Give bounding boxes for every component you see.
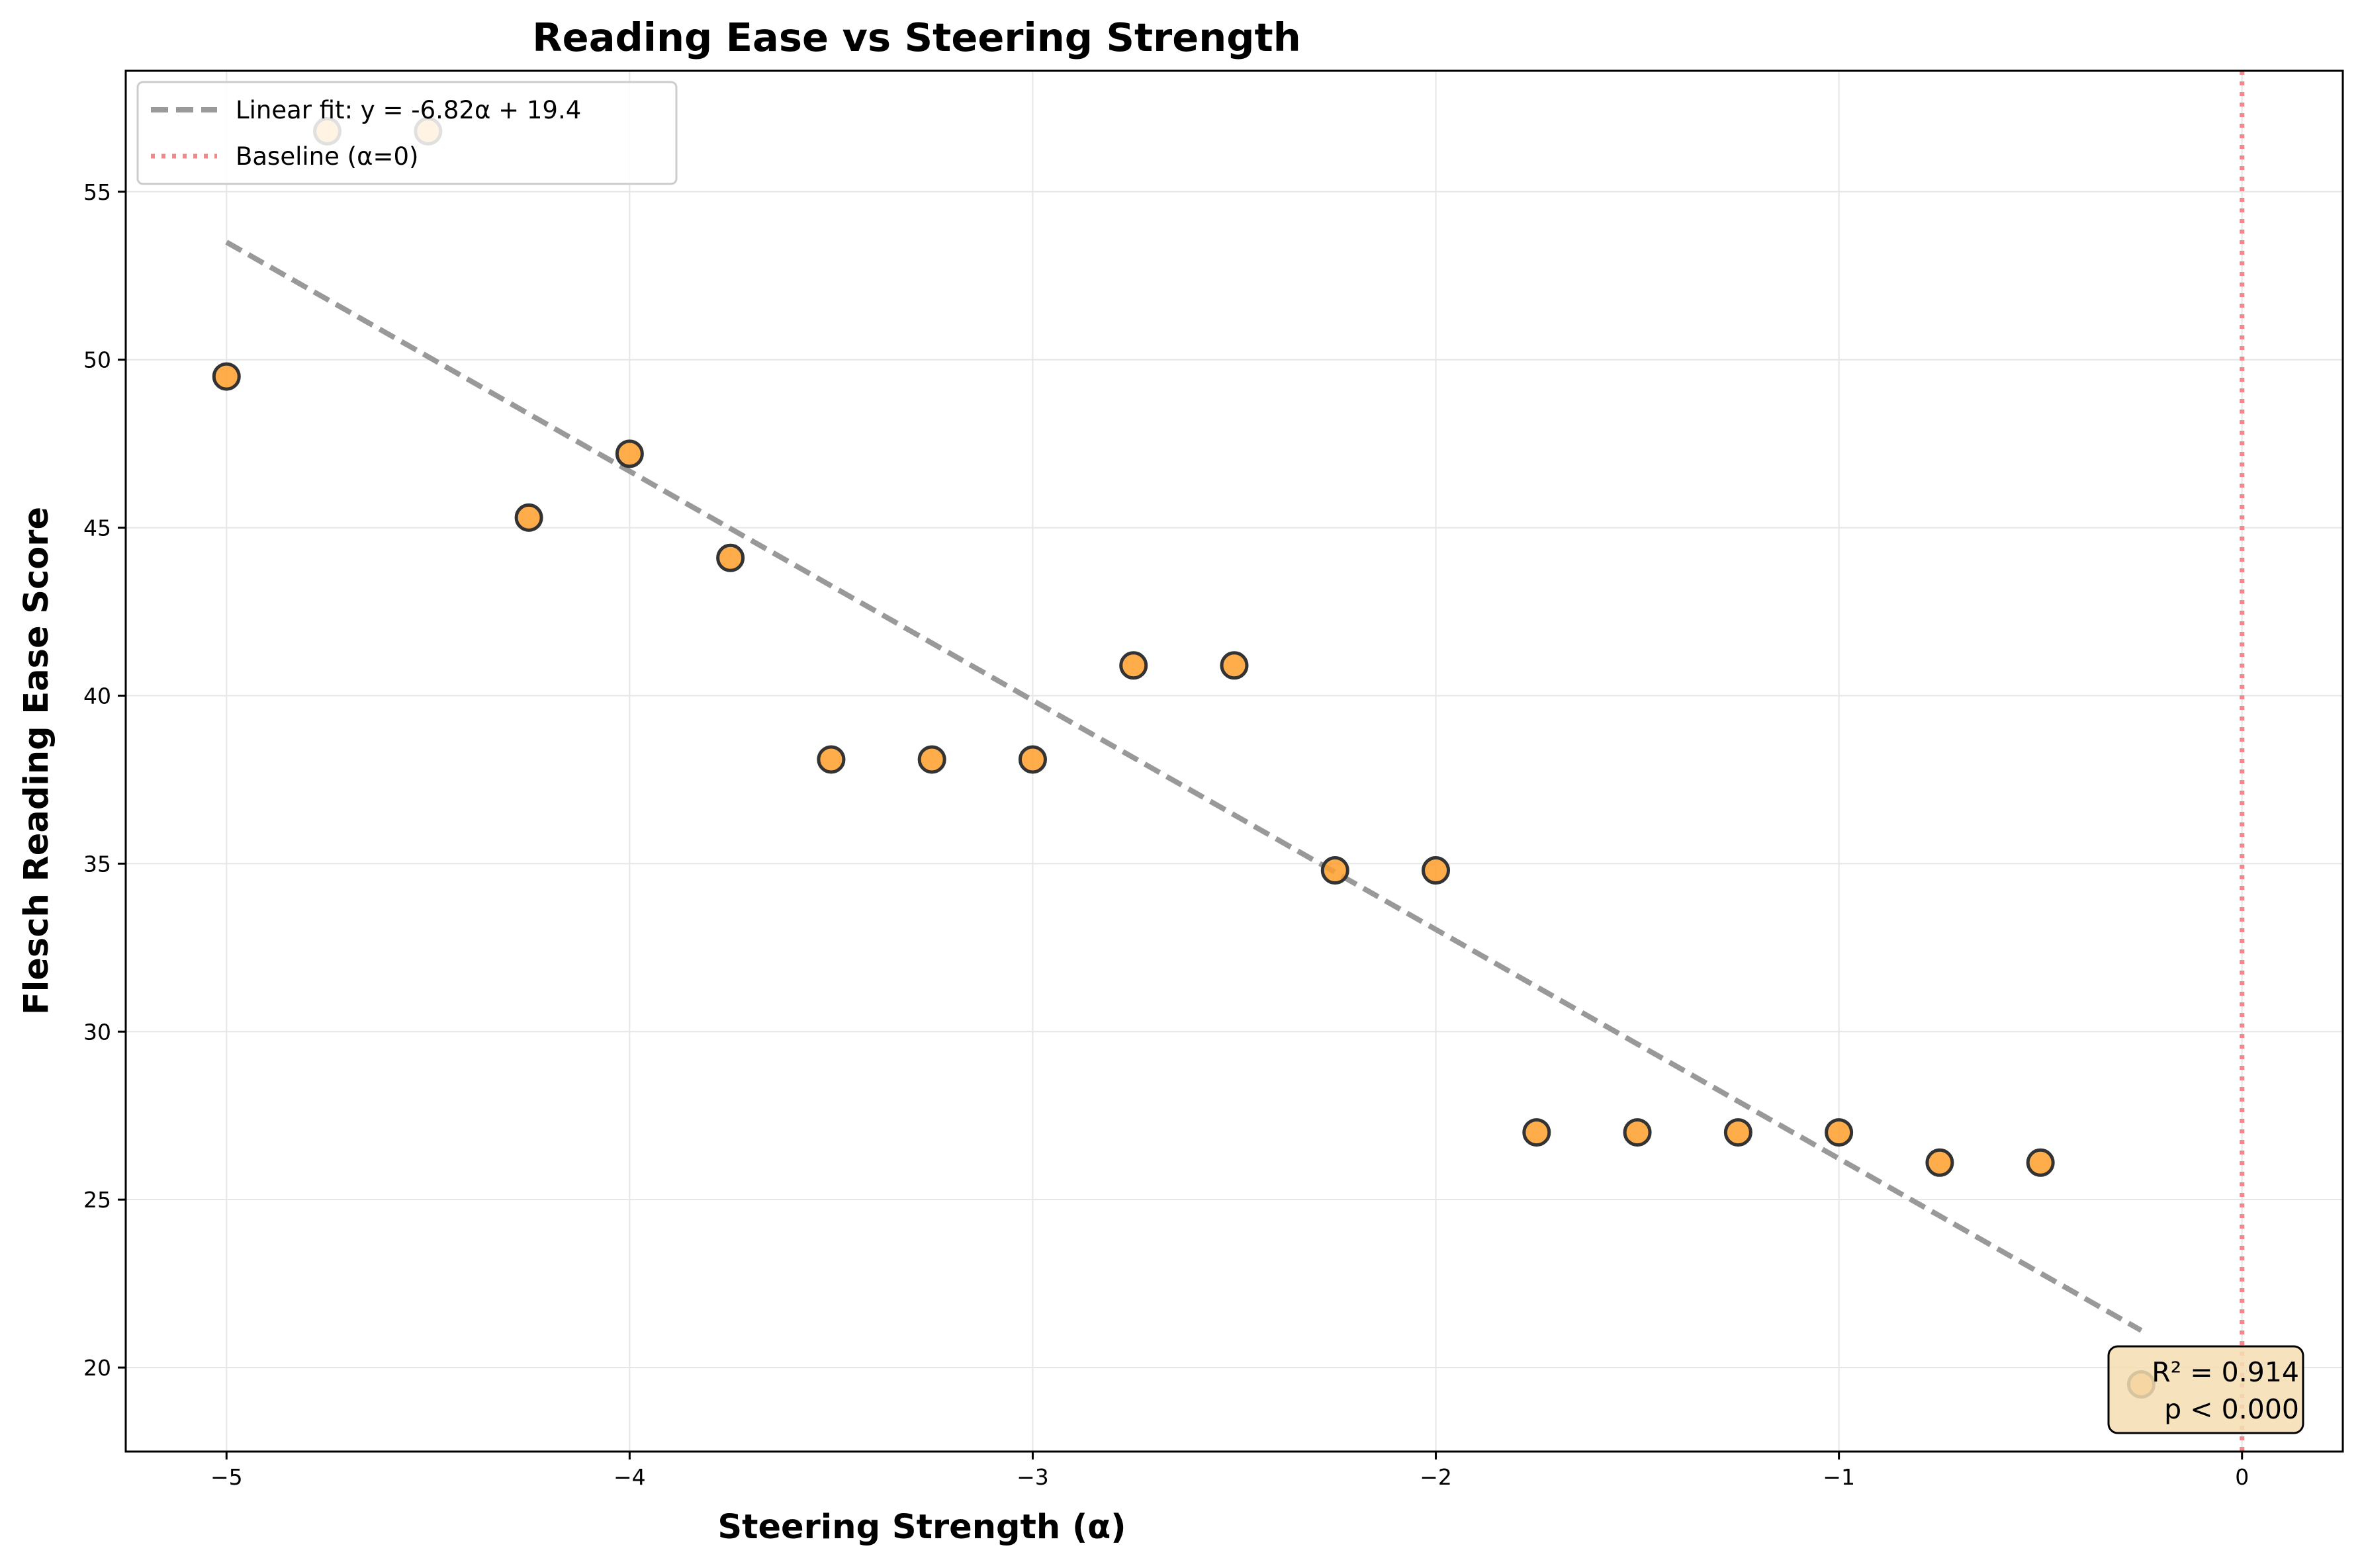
data-point (1623, 1118, 1652, 1147)
fit-line (225, 240, 2143, 1333)
y-tick-label: 30 (83, 1019, 111, 1045)
fit-line-layer (225, 240, 2143, 1333)
y-tick-label: 25 (83, 1187, 111, 1213)
p-value-text: p < 0.000 (2164, 1393, 2299, 1425)
data-point (817, 745, 846, 774)
data-point (1925, 1148, 1954, 1177)
data-point (917, 745, 946, 774)
data-point (1522, 1118, 1551, 1147)
data-point (1422, 856, 1451, 885)
legend-fit-label: Linear fit: y = -6.82α + 19.4 (236, 96, 581, 124)
y-tick-label: 45 (83, 515, 111, 541)
x-tick-label: −1 (1823, 1464, 1855, 1490)
r-squared-text: R² = 0.914 (2152, 1356, 2299, 1388)
data-point (2026, 1148, 2055, 1177)
data-point (716, 543, 745, 572)
legend-baseline-label: Baseline (α=0) (236, 142, 418, 171)
data-point (1018, 745, 1047, 774)
x-tick-label: −5 (210, 1464, 243, 1490)
x-axis-title: Steering Strength (α) (717, 1508, 1126, 1547)
legend: Linear fit: y = -6.82α + 19.4 Baseline (… (136, 81, 678, 185)
y-tick-label: 20 (83, 1355, 111, 1381)
x-tick-label: −3 (1017, 1464, 1049, 1490)
stats-annotation: R² = 0.914 p < 0.000 (2107, 1345, 2304, 1434)
y-tick-label: 55 (83, 179, 111, 205)
stats-annotation-box (2107, 1345, 2304, 1434)
y-tick-label: 35 (83, 851, 111, 877)
data-point (1320, 856, 1349, 885)
y-tick-label: 40 (83, 683, 111, 709)
y-axis-title: Flesch Reading Ease Score (17, 507, 56, 1015)
data-point (514, 503, 543, 532)
x-tick-label: 0 (2235, 1464, 2249, 1490)
chart-title: Reading Ease vs Steering Strength (532, 15, 1300, 60)
data-point (615, 439, 644, 468)
legend-box (136, 81, 678, 185)
x-tick-label: −2 (1420, 1464, 1452, 1490)
x-axis-ticks: −5 −4 −3 −2 −1 0 (210, 1452, 2249, 1490)
data-point (1220, 651, 1249, 680)
plot-frame (124, 69, 2344, 1453)
y-tick-label: 50 (83, 347, 111, 373)
data-point (1723, 1118, 1752, 1147)
y-axis-ticks: 20 25 30 35 40 45 50 55 (83, 179, 126, 1381)
data-point (212, 362, 241, 391)
data-point (1825, 1118, 1854, 1147)
x-tick-label: −4 (613, 1464, 646, 1490)
data-point (1119, 651, 1148, 680)
